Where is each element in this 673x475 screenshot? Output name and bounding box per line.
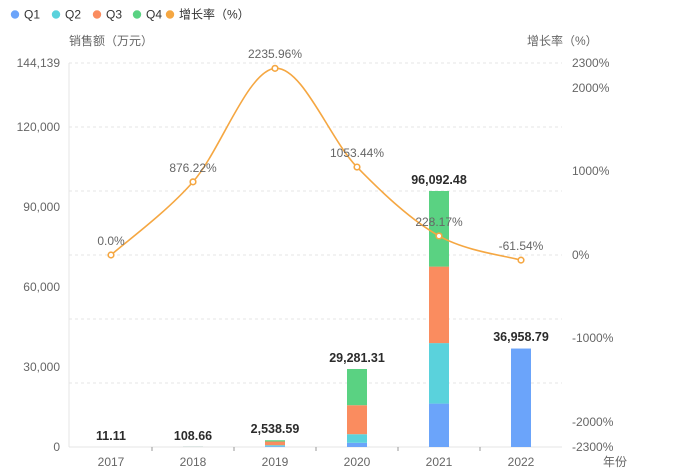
svg-text:2,538.59: 2,538.59 [251,422,300,436]
svg-text:0: 0 [53,440,60,454]
svg-text:0.0%: 0.0% [97,234,125,248]
svg-text:60,000: 60,000 [23,280,60,294]
svg-text:2017: 2017 [98,455,125,469]
svg-text:90,000: 90,000 [23,200,60,214]
svg-text:228.17%: 228.17% [415,215,463,229]
svg-text:销售额（万元）: 销售额（万元） [69,33,153,48]
svg-text:108.66: 108.66 [174,429,212,443]
svg-text:2000%: 2000% [572,81,610,95]
svg-text:2020: 2020 [344,455,371,469]
svg-text:-2300%: -2300% [572,440,614,454]
svg-text:-2000%: -2000% [572,415,614,429]
svg-text:Q2: Q2 [65,8,81,22]
svg-text:2019: 2019 [262,455,289,469]
svg-text:1000%: 1000% [572,164,610,178]
svg-text:0%: 0% [572,248,590,262]
svg-text:增长率（%）: 增长率（%） [179,7,250,22]
svg-text:1053.44%: 1053.44% [330,146,384,160]
svg-text:2300%: 2300% [572,56,610,70]
svg-text:Q4: Q4 [146,8,162,22]
svg-text:120,000: 120,000 [17,120,61,134]
svg-text:96,092.48: 96,092.48 [411,173,467,187]
svg-text:年份: 年份 [603,455,627,469]
svg-text:-1000%: -1000% [572,331,614,345]
svg-text:11.11: 11.11 [96,429,126,443]
svg-text:-61.54%: -61.54% [499,239,544,253]
svg-text:增长率（%）: 增长率（%） [527,33,598,48]
svg-text:2021: 2021 [426,455,453,469]
svg-text:29,281.31: 29,281.31 [329,351,385,365]
svg-text:30,000: 30,000 [23,360,60,374]
svg-text:2018: 2018 [180,455,207,469]
svg-text:144,139: 144,139 [17,56,61,70]
svg-text:36,958.79: 36,958.79 [493,330,549,344]
svg-text:Q3: Q3 [106,8,122,22]
svg-text:2022: 2022 [508,455,535,469]
svg-text:2235.96%: 2235.96% [248,47,302,61]
svg-text:Q1: Q1 [24,8,40,22]
svg-text:876.22%: 876.22% [169,161,217,175]
